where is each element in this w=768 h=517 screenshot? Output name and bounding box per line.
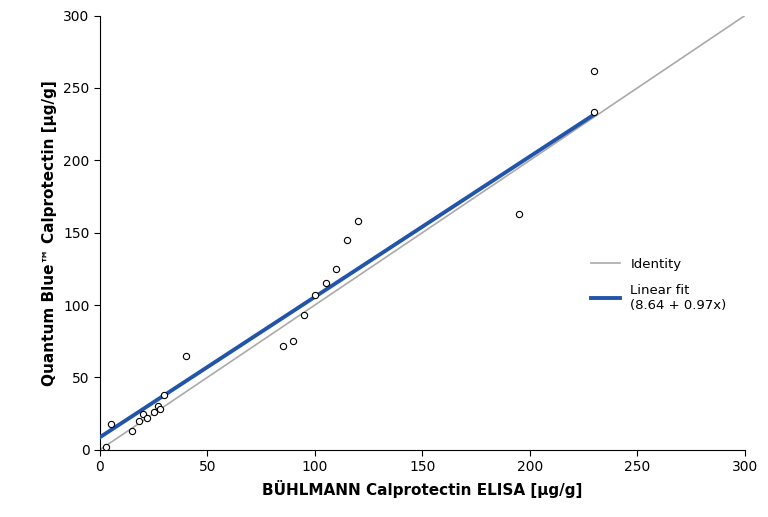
Y-axis label: Quantum Blue™ Calprotectin [µg/g]: Quantum Blue™ Calprotectin [µg/g]: [42, 80, 58, 386]
Point: [152, 402, 164, 410]
Point: [126, 427, 138, 435]
Point: [132, 417, 144, 425]
Point: [100, 443, 112, 451]
Point: [287, 337, 300, 345]
Point: [341, 236, 353, 244]
Point: [158, 391, 170, 399]
Point: [352, 217, 364, 225]
Legend: Identity, Linear fit
(8.64 + 0.97x): Identity, Linear fit (8.64 + 0.97x): [585, 252, 732, 317]
Point: [319, 279, 332, 287]
Point: [276, 341, 289, 349]
Point: [141, 414, 154, 422]
X-axis label: BÜHLMANN Calprotectin ELISA [µg/g]: BÜHLMANN Calprotectin ELISA [µg/g]: [262, 480, 583, 498]
Point: [298, 311, 310, 320]
Point: [309, 291, 321, 299]
Point: [180, 352, 192, 360]
Point: [137, 409, 149, 418]
Point: [147, 408, 160, 416]
Point: [104, 420, 117, 428]
Point: [588, 66, 601, 74]
Point: [513, 210, 525, 218]
Point: [330, 265, 343, 273]
Point: [154, 405, 166, 414]
Point: [588, 109, 601, 117]
